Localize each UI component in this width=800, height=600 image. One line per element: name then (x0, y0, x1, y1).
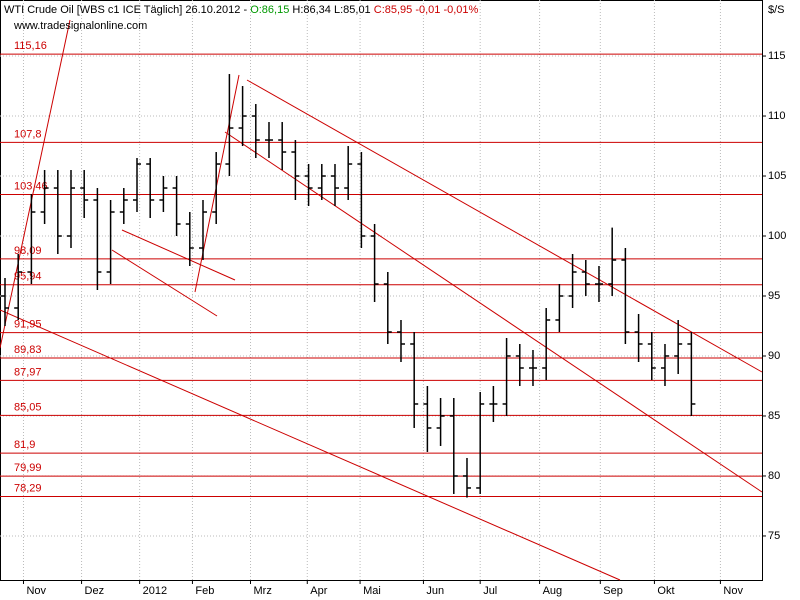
level-label: 79,99 (14, 462, 42, 474)
level-label: 103,46 (14, 180, 48, 192)
x-tick-label: Okt (657, 585, 674, 597)
x-tick-label: Apr (310, 585, 327, 597)
level-label: 78,29 (14, 482, 42, 494)
plot-frame (0, 0, 763, 581)
x-tick-label: Nov (26, 585, 46, 597)
level-label: 85,05 (14, 401, 42, 413)
x-tick-label: Mrz (254, 585, 272, 597)
level-label: 81,9 (14, 439, 35, 451)
price-bars (1, 74, 696, 498)
x-tick-label: Sep (603, 585, 623, 597)
x-tick-label: Feb (195, 585, 214, 597)
level-label: 95,94 (14, 271, 42, 283)
y-tick-label: 80 (768, 470, 780, 482)
subtitle: www.tradesignalonline.com (13, 20, 147, 32)
trend-line (0, 19, 71, 349)
level-label: 115,16 (14, 40, 47, 52)
y-tick-label: 75 (768, 530, 780, 542)
y-tick-label: 90 (768, 350, 780, 362)
y-tick-label: 95 (768, 290, 780, 302)
trend-line (0, 309, 621, 581)
y-tick-label: 100 (768, 230, 786, 242)
header: WTI Crude Oil [WBS c1 ICE Täglich] 26.10… (4, 4, 479, 16)
x-tick-label: Dez (85, 585, 105, 597)
header-open: O:86,15 (250, 4, 289, 16)
level-label: 87,97 (14, 366, 42, 378)
x-tick-label: Mai (363, 585, 381, 597)
y-axis-label: $/S (768, 4, 785, 16)
x-tick-label: Nov (723, 585, 743, 597)
header-high-low: H:86,34 L:85,01 (292, 4, 370, 16)
y-tick-label: 115 (768, 50, 786, 62)
x-tick-label: Jul (483, 585, 497, 597)
y-tick-label: 105 (768, 170, 786, 182)
trend-line (246, 79, 763, 373)
level-label: 91,95 (14, 319, 42, 331)
x-tick-label: 2012 (143, 585, 167, 597)
level-label: 107,8 (14, 128, 42, 140)
trend-line (224, 131, 763, 493)
trend-line (121, 229, 236, 281)
trend-line (111, 249, 218, 317)
y-tick-label: 110 (768, 110, 786, 122)
header-title: WTI Crude Oil [WBS c1 ICE Täglich] 26.10… (4, 4, 247, 16)
header-close: C:85,95 -0,01 -0,01% (374, 4, 479, 16)
x-tick-label: Jun (426, 585, 444, 597)
x-tick-label: Aug (543, 585, 563, 597)
y-tick-label: 85 (768, 410, 780, 422)
level-label: 89,83 (14, 344, 42, 356)
